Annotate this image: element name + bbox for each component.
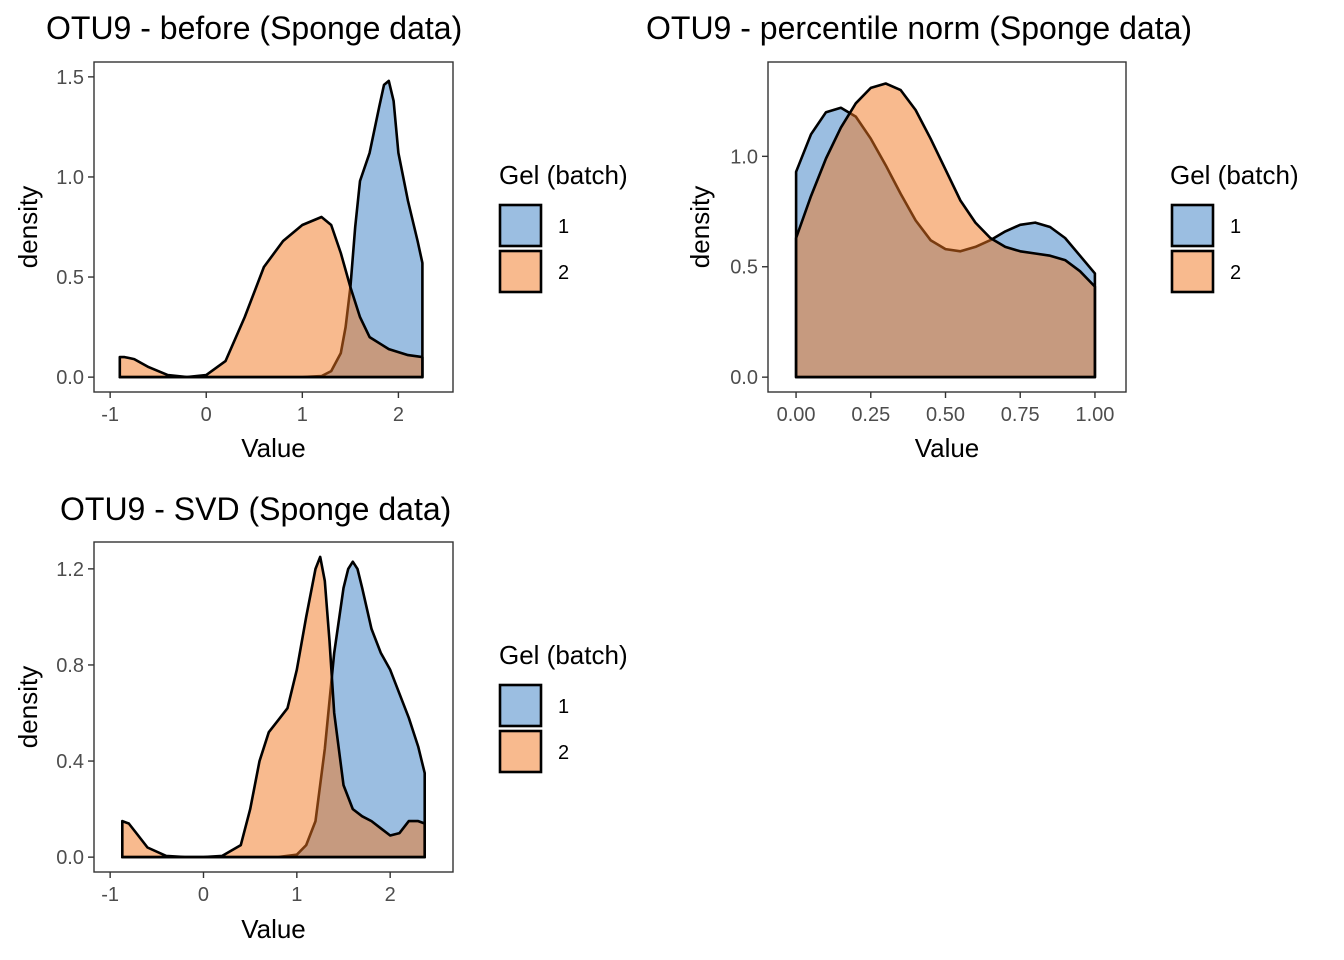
density-area-batch-2 [118,215,424,379]
legend: Gel (batch) 1 2 [498,640,628,774]
x-tick-label: 2 [393,404,404,426]
legend-title: Gel (batch) [1170,160,1299,190]
legend-key-1 [498,683,543,728]
panel-svd: OTU9 - SVD (Sponge data) 0.0 0.4 0.8 1.2 -1… [13,491,628,944]
plot-frame [767,61,1127,393]
panel-title: OTU9 - SVD (Sponge data) [60,491,451,527]
legend-label-1: 1 [558,696,569,718]
x-axis-title: Value [241,433,306,463]
y-axis-title: density [13,666,43,748]
y-tick-label: 1.0 [730,146,758,168]
legend: Gel (batch) 1 2 [498,160,628,294]
density-curves [794,82,1097,379]
x-axis-title: Value [241,914,306,944]
legend-title: Gel (batch) [499,160,628,190]
legend-key-1 [498,203,543,248]
panel-title: OTU9 - percentile norm (Sponge data) [646,10,1192,46]
legend-label-2: 2 [558,262,569,284]
y-tick-label: 1.2 [56,559,84,581]
y-tick-label: 0.0 [56,367,84,389]
x-tick-label: 2 [385,884,396,906]
x-tick-label: 1 [297,404,308,426]
x-tick-label: 0.75 [1001,404,1040,426]
x-tick-label: -1 [101,884,119,906]
density-area-batch-2 [794,82,1097,379]
y-axis-ticks: 0.0 0.5 1.0 [730,146,768,389]
plot-frame [93,61,454,393]
legend-label-2: 2 [1230,262,1241,284]
legend-label-1: 1 [558,216,569,238]
x-tick-label: 0 [201,404,212,426]
x-tick-label: -1 [101,404,119,426]
legend-key-2 [498,249,543,294]
y-axis-title: density [13,186,43,268]
density-area-batch-2 [121,555,426,859]
legend-key-1 [1170,203,1215,248]
panel-before: OTU9 - before (Sponge data) 0.0 0.5 1.0 1.5… [13,10,628,463]
density-curves [118,79,424,379]
x-axis-ticks: -1 0 1 2 [101,872,396,906]
y-tick-label: 1.0 [56,167,84,189]
legend-key-2 [1170,249,1215,294]
y-tick-label: 0.8 [56,655,84,677]
y-axis-title: density [685,186,715,268]
legend-label-1: 1 [1230,216,1241,238]
x-tick-label: 0.00 [777,404,816,426]
x-tick-label: 0.50 [926,404,965,426]
legend: Gel (batch) 1 2 [1170,160,1299,294]
x-axis-ticks: 0.00 0.25 0.50 0.75 1.00 [777,392,1114,426]
y-tick-label: 0.5 [730,257,758,279]
y-tick-label: 1.5 [56,67,84,89]
x-axis-ticks: -1 0 1 2 [101,392,404,426]
y-tick-label: 0.0 [730,367,758,389]
y-axis-ticks: 0.0 0.5 1.0 1.5 [56,67,94,389]
plot-frame [93,541,454,873]
x-tick-label: 0 [198,884,209,906]
y-axis-ticks: 0.0 0.4 0.8 1.2 [56,559,94,869]
y-tick-label: 0.5 [56,267,84,289]
panel-percentile-norm: OTU9 - percentile norm (Sponge data) 0.0… [646,10,1299,463]
density-curves [121,555,426,859]
x-tick-label: 1 [291,884,302,906]
legend-label-2: 2 [558,742,569,764]
panel-title: OTU9 - before (Sponge data) [46,10,462,46]
x-tick-label: 1.00 [1075,404,1114,426]
x-axis-title: Value [915,433,980,463]
legend-key-2 [498,729,543,774]
y-tick-label: 0.4 [56,751,84,773]
y-tick-label: 0.0 [56,847,84,869]
x-tick-label: 0.25 [851,404,890,426]
legend-title: Gel (batch) [499,640,628,670]
